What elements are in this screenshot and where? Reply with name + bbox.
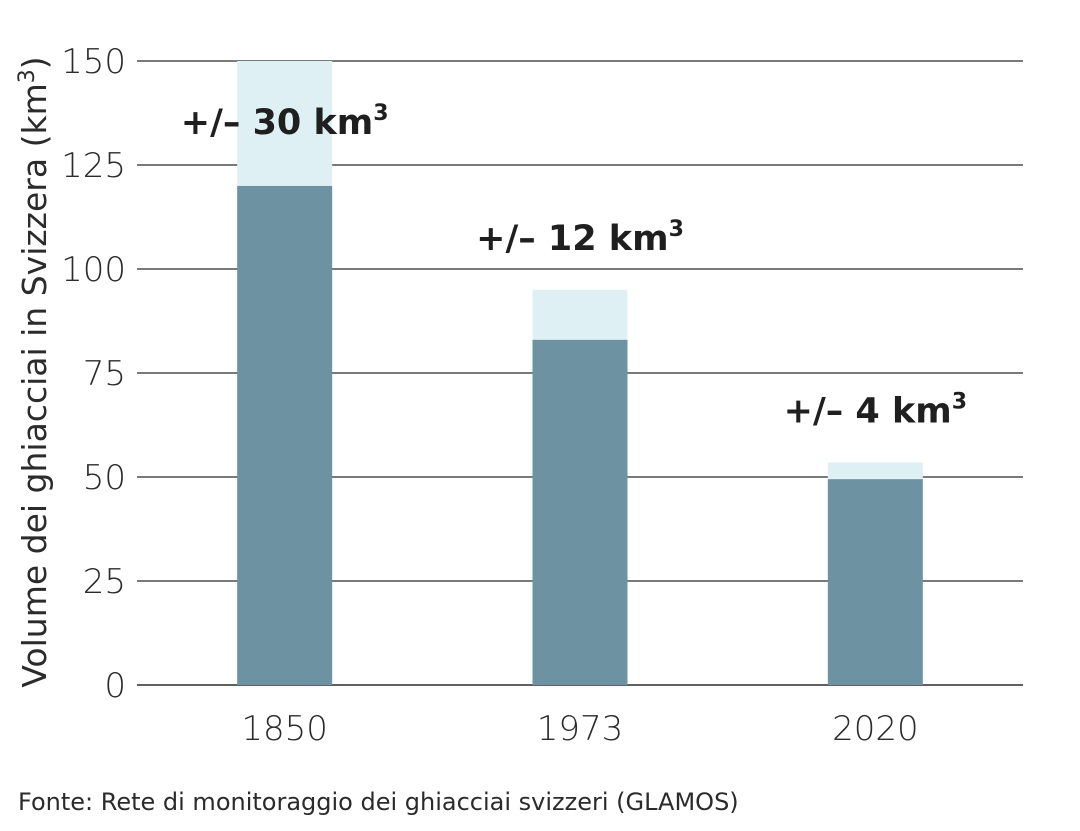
bar-uncertainty	[237, 61, 333, 186]
x-axis-ticks: 1850 1973 2020	[241, 709, 918, 749]
bar-volume	[827, 479, 923, 685]
bar-uncertainty	[532, 289, 628, 340]
y-tick-label: 100	[61, 250, 126, 290]
y-tick-label: 75	[83, 354, 126, 394]
y-tick-label: 150	[61, 42, 126, 82]
y-tick-label: 50	[83, 458, 126, 498]
x-tick-label: 1973	[537, 709, 624, 749]
uncertainty-label: +/– 4 km3	[784, 389, 967, 431]
uncertainty-label: +/– 12 km3	[476, 217, 684, 259]
uncertainty-label: +/– 30 km3	[181, 101, 389, 143]
glacier-volume-chart: 0 25 50 75 100 125 150 1850 1973 2020 +/– 30 km3…	[15, 42, 1023, 749]
bars	[237, 61, 923, 686]
y-axis-ticks: 0 25 50 75 100 125 150	[61, 42, 126, 706]
x-tick-label: 2020	[832, 709, 919, 749]
y-tick-label: 0	[104, 666, 126, 706]
source-note: Fonte: Rete di monitoraggio dei ghiaccia…	[18, 788, 739, 816]
bar-annotations: +/– 30 km3 +/– 12 km3 +/– 4 km3	[181, 101, 967, 432]
x-tick-label: 1850	[241, 709, 328, 749]
y-axis-label: Volume dei ghiacciai in Svizzera (km3)	[15, 56, 54, 687]
y-tick-label: 125	[61, 146, 126, 186]
y-tick-label: 25	[83, 562, 126, 602]
bar-volume	[237, 185, 333, 686]
bar-volume	[532, 339, 628, 685]
bar-uncertainty	[827, 462, 923, 480]
